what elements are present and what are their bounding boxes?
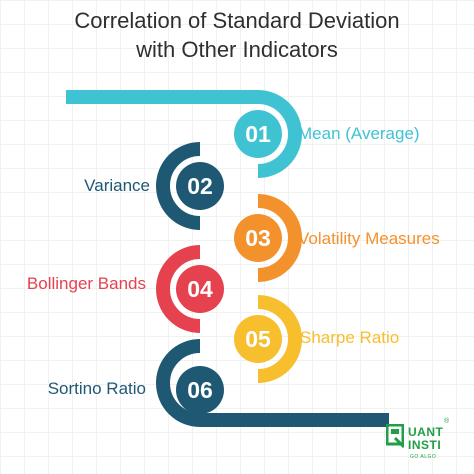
step-1-number: 01 xyxy=(245,121,271,147)
step-1-label: Mean (Average) xyxy=(298,124,420,143)
step-5-badge xyxy=(234,315,282,363)
step-3-number: 03 xyxy=(245,225,271,251)
title-line-1: Correlation of Standard Deviation xyxy=(74,8,400,33)
title-line-2: with Other Indicators xyxy=(136,37,338,62)
step-2-label: Variance xyxy=(84,176,150,195)
step-2-badge xyxy=(176,162,224,210)
step-6: 06 xyxy=(156,339,224,427)
step-5: 05 xyxy=(234,295,302,383)
step-4-arc xyxy=(156,245,201,333)
step-1-arc xyxy=(257,90,302,178)
step-4-label: Bollinger Bands xyxy=(26,274,146,293)
logo-q-icon xyxy=(386,424,404,448)
step-6-number: 06 xyxy=(187,377,213,403)
step-6-arc xyxy=(156,339,201,427)
step-5-arc xyxy=(257,295,302,383)
logo-line-1: UANT xyxy=(408,425,444,439)
step-6-badge xyxy=(176,366,224,414)
step-1: 01 xyxy=(234,90,302,178)
page-title: Correlation of Standard Deviation with O… xyxy=(0,6,474,64)
step-4-number: 04 xyxy=(187,276,213,302)
step-3-label: Volatility Measures xyxy=(298,229,440,248)
logo-registered-mark: ® xyxy=(444,418,450,425)
step-6-label: Sortino Ratio xyxy=(47,379,146,398)
step-2-number: 02 xyxy=(187,173,213,199)
step-3: 03 xyxy=(234,194,302,282)
step-5-label: Sharpe Ratio xyxy=(300,328,400,347)
step-5-number: 05 xyxy=(245,326,271,352)
step-2: 02 xyxy=(156,142,224,230)
quantinsti-logo: UANT INSTI GO ALGO ® xyxy=(386,418,450,468)
step-3-badge xyxy=(234,214,282,262)
step-2-arc xyxy=(156,142,201,230)
step-3-arc xyxy=(257,194,302,282)
logo-line-2: INSTI xyxy=(408,438,442,452)
step-1-badge xyxy=(234,110,282,158)
step-4-badge xyxy=(176,265,224,313)
logo-tagline: GO ALGO xyxy=(410,454,437,460)
step-4: 04 xyxy=(156,245,224,333)
